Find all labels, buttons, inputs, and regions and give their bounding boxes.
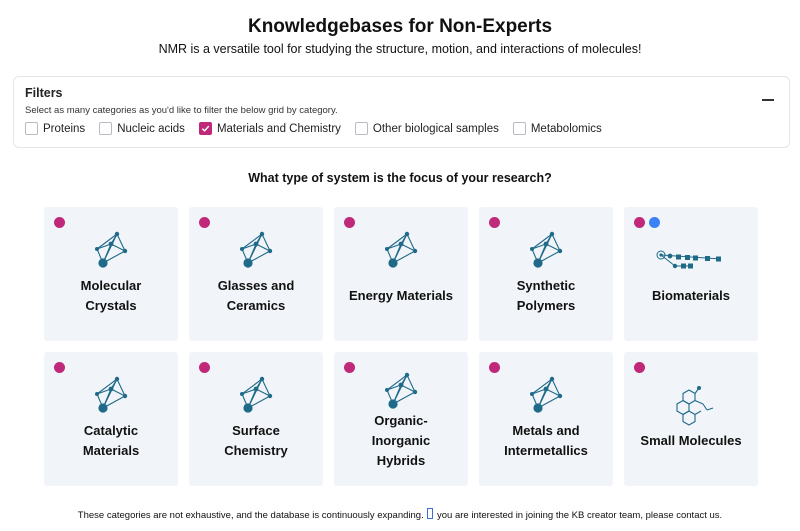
filter-checkbox-label: Proteins [43, 122, 86, 135]
category-card-organic-inorganic-hybrids[interactable]: Organic- Inorganic Hybrids [334, 352, 468, 486]
filter-checkbox-label: Metabolomics [530, 122, 602, 135]
checkbox-icon[interactable] [99, 122, 113, 135]
category-card-energy-materials[interactable]: Energy Materials [334, 207, 468, 341]
category-card-label-line: Synthetic [516, 278, 576, 293]
category-card-label-line: Biomaterials [651, 288, 731, 303]
text-cursor-icon [427, 508, 434, 519]
magenta-dot-icon [54, 362, 65, 373]
category-dots [634, 362, 649, 373]
category-card-label: Biomaterials [624, 286, 758, 306]
category-dots [634, 217, 664, 228]
footer-note: These categories are not exhaustive, and… [0, 508, 800, 521]
filters-panel: Filters Select as many categories as you… [13, 76, 790, 148]
magenta-dot-icon [634, 362, 645, 373]
filter-checkbox-label: Nucleic acids [117, 122, 185, 135]
category-card-label-line: Catalytic [83, 423, 139, 438]
blue-dot-icon [649, 217, 660, 228]
category-card-small-molecules[interactable]: Small Molecules [624, 352, 758, 486]
filter-checkbox-row: Proteins Nucleic acids Materials and Chemi… [25, 122, 616, 135]
filters-title: Filters [25, 86, 63, 100]
category-card-label-line: Polymers [516, 298, 576, 313]
category-dots [199, 362, 214, 373]
category-dots [489, 362, 504, 373]
category-card-molecular-crystals[interactable]: Molecular Crystals [44, 207, 178, 341]
category-card-catalytic-materials[interactable]: Catalytic Materials [44, 352, 178, 486]
category-card-surface-chemistry[interactable]: Surface Chemistry [189, 352, 323, 486]
magenta-dot-icon [199, 362, 210, 373]
magenta-dot-icon [344, 217, 355, 228]
category-card-label: Metals and Intermetallics [479, 421, 613, 461]
crystal-network-icon [44, 231, 178, 271]
checkbox-icon[interactable] [512, 122, 526, 135]
category-card-label-line: Inorganic [371, 433, 431, 448]
category-card-label: Synthetic Polymers [479, 276, 613, 316]
checkbox-icon[interactable] [25, 122, 38, 135]
crystal-network-icon [44, 376, 178, 416]
category-card-synthetic-polymers[interactable]: Synthetic Polymers [479, 207, 613, 341]
magenta-dot-icon [54, 217, 65, 228]
category-dots [489, 217, 504, 228]
crystal-network-icon [334, 372, 468, 412]
magenta-dot-icon [199, 217, 210, 228]
category-card-metals-and-intermetallics[interactable]: Metals and Intermetallics [479, 352, 613, 486]
crystal-network-icon [189, 376, 323, 416]
category-card-label-line: Glasses and [217, 278, 295, 293]
filter-checkbox-proteins[interactable]: Proteins [25, 122, 85, 135]
filter-checkbox-label: Other biological samples [372, 122, 499, 135]
crystal-network-icon [479, 231, 613, 271]
filter-checkbox-other-biological-samples[interactable]: Other biological samples [354, 122, 499, 135]
magenta-dot-icon [344, 362, 355, 373]
category-card-label-line: Metals and [512, 423, 580, 438]
category-card-label-line: Ceramics [226, 298, 286, 313]
category-card-label-line: Energy Materials [348, 288, 454, 303]
category-dots [54, 362, 69, 373]
category-card-label: Small Molecules [624, 431, 758, 451]
category-card-label: Energy Materials [334, 286, 468, 306]
category-card-label: Molecular Crystals [44, 276, 178, 316]
category-card-label-line: Hybrids [376, 453, 426, 468]
filter-checkbox-label: Materials and Chemistry [216, 122, 341, 135]
magenta-dot-icon [489, 217, 500, 228]
checkbox-checked-icon[interactable] [198, 122, 212, 135]
category-card-label-line: Intermetallics [504, 443, 588, 458]
filter-checkbox-metabolomics[interactable]: Metabolomics [512, 122, 602, 135]
category-card-label-line: Materials [82, 443, 140, 458]
category-card-label: Organic- Inorganic Hybrids [334, 411, 468, 471]
filters-description: Select as many categories as you'd like … [25, 105, 338, 116]
category-card-biomaterials[interactable]: Biomaterials [624, 207, 758, 341]
category-card-label-line: Organic- [374, 413, 428, 428]
filter-checkbox-nucleic-acids[interactable]: Nucleic acids [99, 122, 185, 135]
category-card-label: Glasses and Ceramics [189, 276, 323, 316]
glycan-chain-icon [624, 247, 758, 271]
category-dots [199, 217, 214, 228]
category-card-label-line: Surface [232, 423, 280, 438]
checkbox-icon[interactable] [354, 122, 368, 135]
page-subtitle: NMR is a versatile tool for studying the… [158, 42, 642, 56]
category-dots [344, 362, 359, 373]
magenta-dot-icon [489, 362, 500, 373]
category-dots [344, 217, 359, 228]
category-dots [54, 217, 69, 228]
filter-checkbox-materials-and-chemistry[interactable]: Materials and Chemistry [198, 122, 341, 135]
magenta-dot-icon [634, 217, 645, 228]
crystal-network-icon [479, 376, 613, 416]
crystal-network-icon [189, 231, 323, 271]
category-card-label-line: Chemistry [224, 443, 288, 458]
section-question: What type of system is the focus of your… [248, 171, 552, 185]
minus-icon[interactable] [762, 99, 774, 101]
category-card-label-line: Molecular [80, 278, 142, 293]
category-card-label-line: Crystals [85, 298, 137, 313]
category-card-label-line: Small Molecules [640, 433, 742, 448]
footer-text-before: These categories are not exhaustive, and… [77, 510, 424, 521]
molecule-structure-icon [624, 384, 758, 434]
category-card-label: Catalytic Materials [44, 421, 178, 461]
crystal-network-icon [334, 231, 468, 271]
category-card-label: Surface Chemistry [189, 421, 323, 461]
footer-text-after: you are interested in joining the KB cre… [437, 510, 723, 521]
category-card-glasses-and-ceramics[interactable]: Glasses and Ceramics [189, 207, 323, 341]
page-title: Knowledgebases for Non-Experts [247, 16, 553, 37]
